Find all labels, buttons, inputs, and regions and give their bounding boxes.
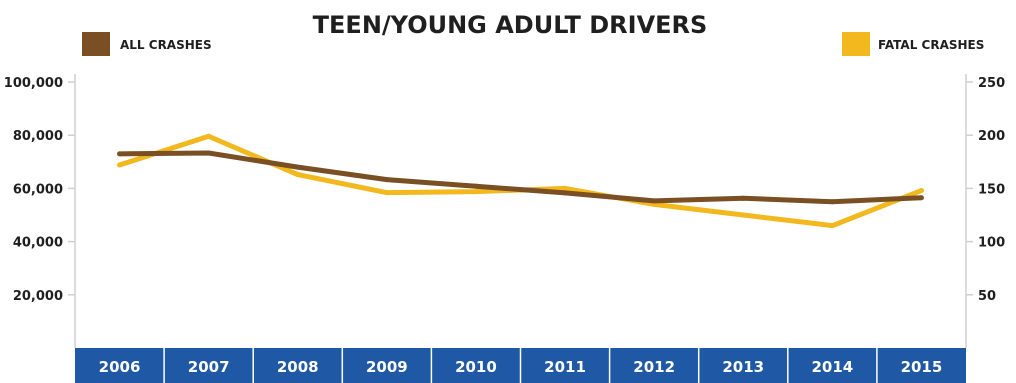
x-category-cell <box>164 348 254 383</box>
data-point-fatal-crashes <box>829 223 835 229</box>
x-category-cell <box>342 348 432 383</box>
x-tick-label: 2012 <box>633 358 675 376</box>
data-point-all-crashes <box>117 151 123 157</box>
legend-swatch-fatal-crashes <box>842 32 870 56</box>
y-left-tick-label: 100,000 <box>4 76 63 91</box>
y-right-tick-label: 200 <box>978 129 1005 144</box>
data-point-fatal-crashes <box>384 190 390 196</box>
x-category-cell <box>698 348 788 383</box>
data-point-all-crashes <box>918 195 924 201</box>
data-point-all-crashes <box>562 190 568 196</box>
x-tick-label: 2015 <box>901 358 943 376</box>
data-point-fatal-crashes <box>562 185 568 191</box>
x-category-cell <box>609 348 699 383</box>
x-tick-label: 2009 <box>366 358 408 376</box>
data-point-fatal-crashes <box>295 172 301 178</box>
chart-title: TEEN/YOUNG ADULT DRIVERS <box>313 11 708 39</box>
y-right-tick-label: 150 <box>978 182 1005 197</box>
x-tick-label: 2007 <box>188 358 230 376</box>
x-category-cell <box>75 348 165 383</box>
x-category-cell <box>520 348 610 383</box>
x-tick-label: 2014 <box>811 358 853 376</box>
x-tick-label: 2006 <box>99 358 141 376</box>
y-left-tick-label: 60,000 <box>13 182 63 197</box>
data-point-all-crashes <box>384 177 390 183</box>
data-point-fatal-crashes <box>740 212 746 218</box>
y-left-tick-label: 20,000 <box>13 289 63 304</box>
data-point-all-crashes <box>651 198 657 204</box>
y-left-tick-label: 80,000 <box>13 129 63 144</box>
data-point-all-crashes <box>473 183 479 189</box>
data-point-fatal-crashes <box>473 189 479 195</box>
x-category-cell <box>787 348 877 383</box>
y-right-tick-label: 50 <box>978 289 996 304</box>
data-point-all-crashes <box>206 150 212 156</box>
plot-area: 20,000 40,000 60,000 80,000 100,000 50 100 150 2… <box>4 74 1005 383</box>
series-line-all-crashes <box>119 150 922 205</box>
x-tick-label: 2013 <box>722 358 764 376</box>
x-tick-label: 2008 <box>277 358 319 376</box>
legend-label-all-crashes: ALL CRASHES <box>120 38 212 52</box>
legend-swatch-all-crashes <box>82 32 110 56</box>
x-tick-label: 2010 <box>455 358 497 376</box>
y-right-tick-label: 250 <box>978 76 1005 91</box>
x-tick-label: 2011 <box>544 358 586 376</box>
data-point-all-crashes <box>295 164 301 170</box>
legend-label-fatal-crashes: FATAL CRASHES <box>878 38 984 52</box>
series-line-fatal-crashes <box>118 133 923 229</box>
y-left-tick-label: 40,000 <box>13 236 63 251</box>
data-point-fatal-crashes <box>206 133 212 139</box>
data-point-all-crashes <box>829 199 835 205</box>
y-right-tick-label: 100 <box>978 236 1005 251</box>
data-point-fatal-crashes <box>918 188 924 194</box>
data-point-fatal-crashes <box>117 162 123 168</box>
data-point-all-crashes <box>740 195 746 201</box>
x-category-cell <box>876 348 966 383</box>
x-category-cell <box>253 348 343 383</box>
x-category-cell <box>431 348 521 383</box>
